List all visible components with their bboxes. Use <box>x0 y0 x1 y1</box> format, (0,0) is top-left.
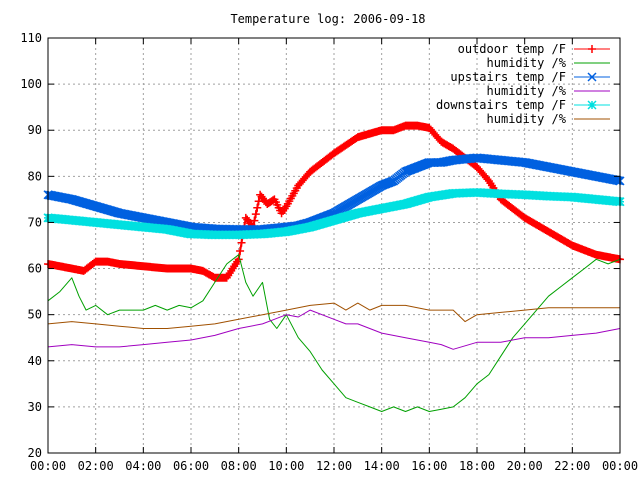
legend-label: downstairs temp /F <box>436 98 566 112</box>
y-tick-label: 60 <box>28 262 42 276</box>
series-line <box>47 254 621 412</box>
legend-marker <box>587 72 597 82</box>
legend-marker <box>588 45 596 53</box>
series-1 <box>47 254 621 412</box>
y-tick-label: 70 <box>28 215 42 229</box>
series-markers <box>44 121 624 282</box>
y-tick-label: 100 <box>20 77 42 91</box>
plot-frame <box>47 37 621 454</box>
legend-label: upstairs temp /F <box>450 70 566 84</box>
x-tick-label: 12:00 <box>316 459 352 473</box>
x-tick-label: 02:00 <box>78 459 114 473</box>
x-tick-label: 14:00 <box>364 459 400 473</box>
series-3 <box>47 309 621 350</box>
y-tick-label: 30 <box>28 400 42 414</box>
x-tick-label: 22:00 <box>554 459 590 473</box>
y-tick-label: 110 <box>20 31 42 45</box>
x-tick-label: 06:00 <box>173 459 209 473</box>
y-tick-label: 80 <box>28 169 42 183</box>
x-tick-label: 04:00 <box>125 459 161 473</box>
x-tick-label: 16:00 <box>411 459 447 473</box>
legend-label: humidity /% <box>487 112 567 126</box>
x-tick-label: 00:00 <box>30 459 66 473</box>
legend-label: outdoor temp /F <box>458 42 566 56</box>
x-tick-label: 08:00 <box>221 459 257 473</box>
legend-label: humidity /% <box>487 84 567 98</box>
x-tick-label: 20:00 <box>507 459 543 473</box>
series-5 <box>47 302 620 329</box>
legend-label: humidity /% <box>487 56 567 70</box>
chart-title: Temperature log: 2006-09-18 <box>230 12 425 26</box>
y-tick-label: 90 <box>28 123 42 137</box>
x-tick-label: 18:00 <box>459 459 495 473</box>
y-tick-label: 50 <box>28 308 42 322</box>
y-tick-label: 40 <box>28 354 42 368</box>
y-tick-label: 20 <box>28 446 42 460</box>
series-0 <box>44 121 624 282</box>
axes: 20 30 40 50 60 70 80 90 100 110 00:00 02:00 04:00 06:… <box>20 31 638 473</box>
x-tick-label: 10:00 <box>268 459 304 473</box>
series-line <box>47 309 621 350</box>
series-line <box>47 302 620 329</box>
legend-marker <box>587 100 597 110</box>
x-tick-label: 00:00 <box>602 459 638 473</box>
